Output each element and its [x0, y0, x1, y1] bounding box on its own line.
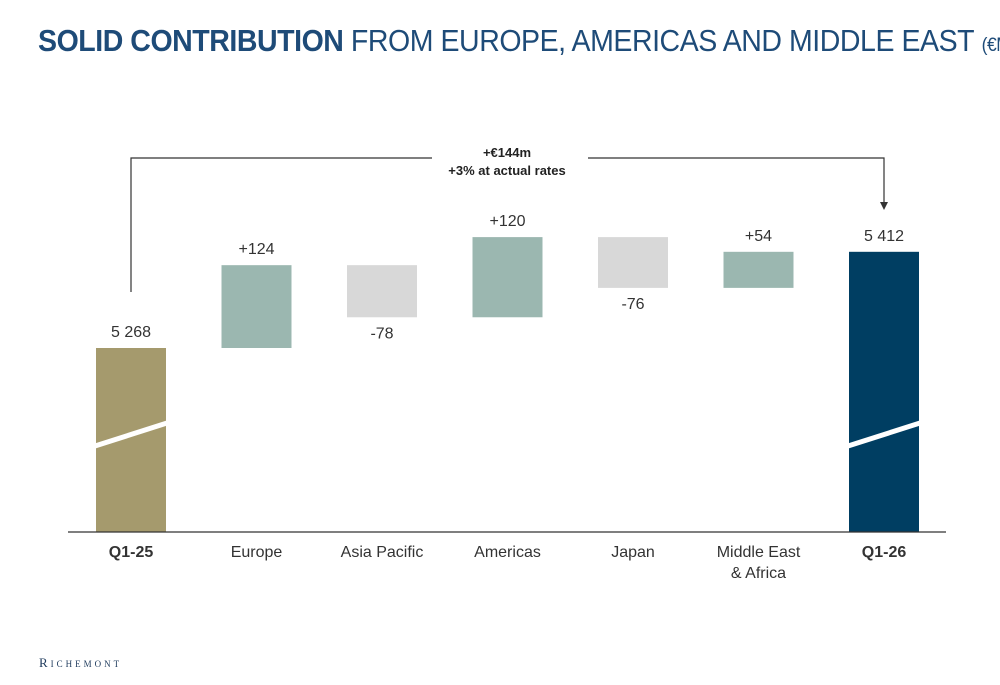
data-label-6: 5 412: [864, 228, 904, 245]
data-label-5: +54: [745, 228, 772, 245]
callout-line-1: +€144m: [483, 145, 531, 160]
data-label-2: -78: [370, 325, 393, 342]
category-label-3: Americas: [474, 544, 541, 561]
bar-6: [849, 251, 919, 533]
data-label-1: +124: [238, 241, 274, 258]
category-label-2: Asia Pacific: [341, 544, 424, 561]
page-title: SOLID CONTRIBUTION FROM EUROPE, AMERICAS…: [38, 22, 1000, 65]
bar-3: [472, 237, 543, 318]
bars-group: [94, 237, 921, 533]
total-change-callout: +€144m +3% at actual rates: [130, 145, 888, 292]
category-label-5-line-0: Middle East: [717, 544, 801, 561]
callout-bracket-left: [130, 157, 432, 292]
category-label-1: Europe: [231, 544, 283, 561]
bar-2: [347, 265, 417, 318]
bar-4: [598, 237, 668, 288]
bar-1: [221, 265, 292, 348]
title-rest: FROM EUROPE, AMERICAS AND MIDDLE EAST: [350, 23, 975, 58]
axis-break-mark-0: [94, 420, 168, 449]
category-label-6: Q1-26: [862, 544, 907, 561]
title-bold: SOLID CONTRIBUTION: [38, 23, 344, 58]
title-unit: (€M): [981, 35, 1000, 56]
richemont-logo: Richemont: [39, 655, 123, 670]
data-label-3: +120: [489, 213, 525, 230]
axis-break-mark-6: [847, 420, 921, 449]
category-label-5-line-1: & Africa: [731, 565, 786, 582]
data-label-4: -76: [621, 296, 644, 313]
callout-arrowhead: [880, 202, 888, 210]
bar-5: [723, 251, 794, 288]
data-label-0: 5 268: [111, 324, 151, 341]
category-labels-group: Q1-25 Europe Asia Pacific Americas Japan Midd…: [109, 544, 907, 582]
bar-labels-group: 5 268 +124 -78 +120 -76 +54 5 412: [111, 213, 904, 342]
category-label-0: Q1-25: [109, 544, 154, 561]
category-label-4: Japan: [611, 544, 655, 561]
callout-line-2: +3% at actual rates: [448, 163, 565, 178]
callout-bracket-right: [588, 157, 885, 203]
